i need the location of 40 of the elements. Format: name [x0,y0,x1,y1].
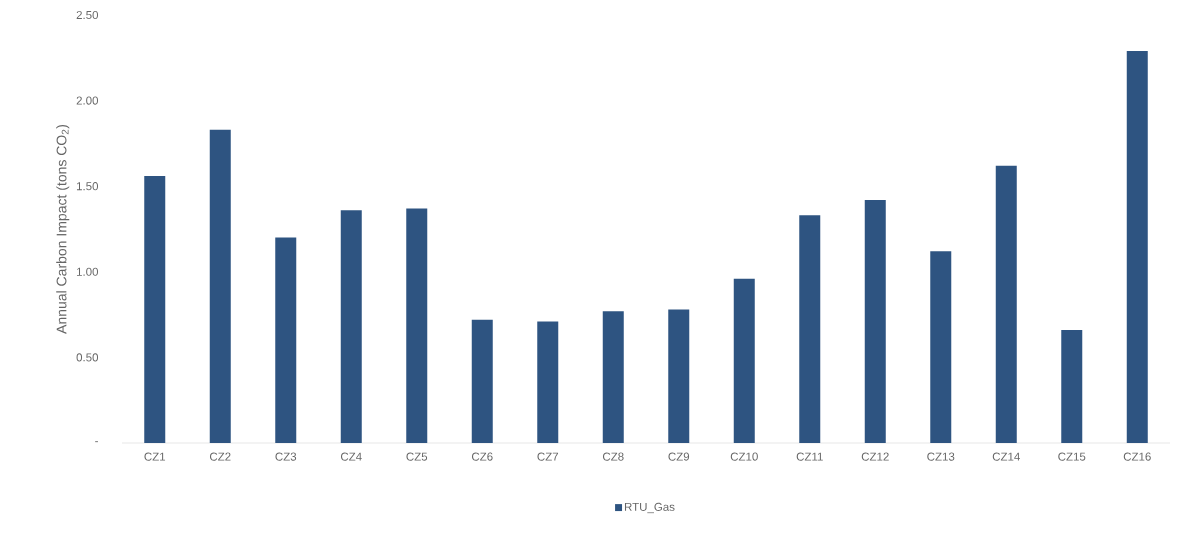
x-tick-label: CZ15 [1058,452,1086,461]
x-tick-label: CZ2 [209,452,231,461]
x-tick-label: CZ9 [668,452,690,461]
y-axis-title: Annual Carbon Impact (tons CO$_{2}$) [56,124,70,334]
y-tick-label: 1.50 [76,182,99,191]
x-tick-label: CZ5 [406,452,428,461]
x-tick-label: CZ12 [861,452,889,461]
bar [930,251,952,443]
x-tick-label: CZ11 [796,452,823,461]
x-tick-label: CZ3 [275,452,297,461]
x-tick-label: CZ16 [1123,452,1151,461]
y-tick-label: - [95,441,98,443]
x-tick-label: CZ6 [471,452,493,461]
bar [995,165,1017,443]
bar [340,210,362,443]
x-tick-label: CZ10 [730,452,758,461]
bar [406,208,428,443]
bar [602,311,624,443]
x-tick-label: CZ1 [144,452,166,461]
bar [275,237,297,443]
x-tick-label: CZ4 [340,452,362,461]
bar [1126,50,1148,443]
legend-label: RTU_Gas [624,502,675,514]
bar [144,175,166,443]
x-tick-label: CZ13 [927,452,955,461]
y-tick-label: 2.00 [76,96,99,105]
x-tick-label: CZ7 [537,452,559,461]
bar [799,215,821,443]
y-tick-label: 2.50 [76,10,99,20]
bar [537,321,559,443]
bar [864,199,886,443]
y-tick-label: 1.00 [76,267,99,276]
y-tick-label: 0.50 [76,353,99,362]
bar [471,319,493,443]
bar [209,129,231,443]
x-tick-label: CZ8 [602,452,624,461]
bar [1061,330,1083,443]
bar [668,309,690,443]
bar [733,278,755,443]
x-tick-label: CZ14 [992,452,1020,461]
